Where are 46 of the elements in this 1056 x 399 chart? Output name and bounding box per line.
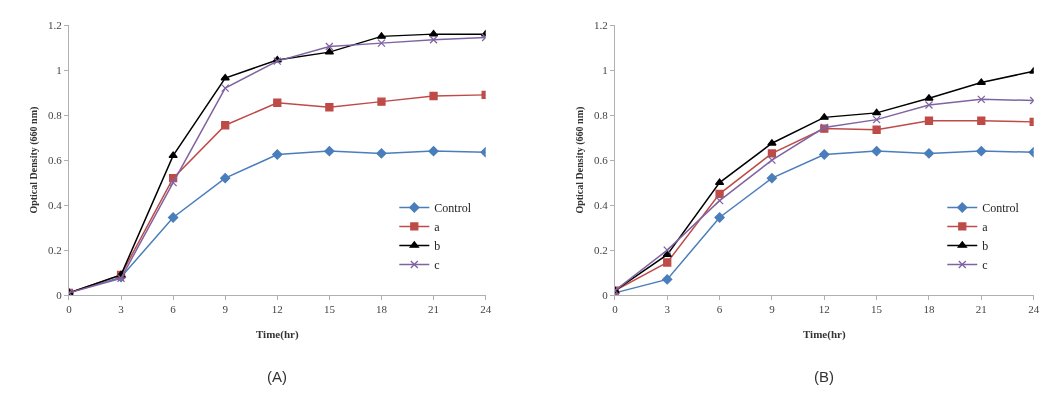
x-axis-title: Time(hr) <box>802 327 846 341</box>
y-axis-title: Optical Density (660 nm) <box>27 106 40 214</box>
text: (B) <box>814 368 834 385</box>
y-tick-label: 1 <box>56 63 62 76</box>
x-tick-label: 21 <box>428 303 440 316</box>
x-tick-label: 12 <box>271 303 283 316</box>
x-tick-label: 21 <box>975 303 987 316</box>
y-tick-label: 0.2 <box>47 243 62 256</box>
x-tick-label: 6 <box>170 303 177 316</box>
text: (A) <box>267 368 287 385</box>
legend-label: c <box>982 258 988 273</box>
y-tick-label: 0.6 <box>593 153 609 166</box>
x-tick-label: 9 <box>222 303 229 316</box>
x-tick-label: 0 <box>66 303 73 316</box>
y-tick-label: 0.4 <box>593 198 609 211</box>
y-tick-label: 0 <box>602 288 609 301</box>
x-axis-title: Time(hr) <box>256 327 299 341</box>
legend-label: Control <box>434 201 472 216</box>
y-tick-label: 0 <box>56 288 63 301</box>
y-tick-label: 0.2 <box>593 243 608 256</box>
x-tick-label: 15 <box>323 303 336 316</box>
y-tick-label: 1 <box>602 63 608 76</box>
y-tick-label: 1.2 <box>593 18 608 31</box>
x-tick-label: 18 <box>923 303 935 316</box>
x-tick-label: 18 <box>375 303 388 316</box>
legend-label: a <box>982 220 989 235</box>
x-tick-label: 6 <box>716 303 723 316</box>
y-axis-title: Optical Density (660 nm) <box>573 106 586 214</box>
y-tick-label: 1.2 <box>47 18 62 31</box>
x-tick-label: 15 <box>871 303 883 316</box>
legend-label: a <box>434 220 441 235</box>
legend-label: c <box>434 258 440 273</box>
x-tick-label: 3 <box>118 303 125 316</box>
x-tick-label: 3 <box>664 303 671 316</box>
x-tick-label: 12 <box>818 303 830 316</box>
x-tick-label: 9 <box>769 303 776 316</box>
legend-label: Control <box>982 201 1020 216</box>
x-tick-label: 24 <box>480 303 492 316</box>
x-tick-label: 0 <box>612 303 619 316</box>
y-tick-label: 0.6 <box>47 153 63 166</box>
legend-label: b <box>434 239 441 254</box>
legend-label: b <box>982 239 989 254</box>
x-tick-label: 24 <box>1028 303 1040 316</box>
y-tick-label: 0.4 <box>47 198 63 211</box>
y-tick-label: 0.8 <box>593 108 609 121</box>
y-tick-label: 0.8 <box>47 108 63 121</box>
